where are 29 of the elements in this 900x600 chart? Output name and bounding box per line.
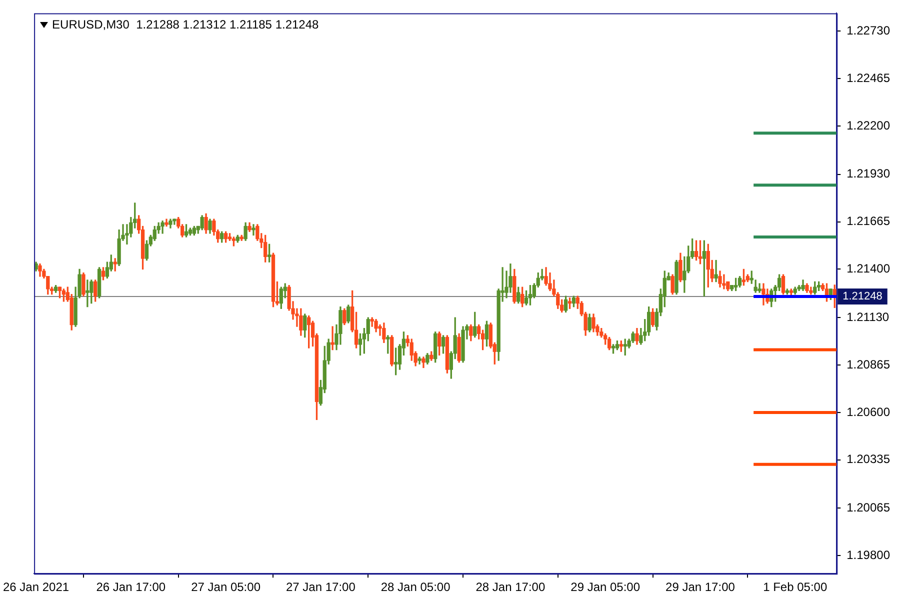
y-tick-label: 1.22200 — [846, 118, 890, 132]
y-tick-label: 1.20065 — [846, 500, 890, 515]
y-tick-label: 1.21930 — [846, 166, 890, 181]
y-tick-label: 1.20865 — [846, 357, 890, 372]
x-tick-label: 28 Jan 05:00 — [380, 580, 451, 594]
candlestick — [758, 283, 762, 293]
x-tick-label: 26 Jan 17:00 — [96, 580, 166, 594]
y-tick-label: 1.21130 — [846, 310, 890, 324]
x-tick-label: 28 Jan 17:00 — [476, 580, 546, 594]
x-tick-label: 29 Jan 05:00 — [570, 580, 640, 594]
x-tick-label: 29 Jan 17:00 — [666, 580, 736, 594]
y-tick-label: 1.20600 — [846, 404, 890, 419]
y-tick-label: 1.22465 — [846, 70, 890, 85]
x-tick-label: 26 Jan 2021 — [3, 580, 70, 594]
y-tick-label: 1.21665 — [846, 214, 890, 228]
candlestick — [330, 326, 334, 350]
candlestick — [252, 224, 256, 236]
candlestick — [714, 260, 718, 282]
y-tick-label: 1.19800 — [846, 548, 890, 562]
y-tick-label: 1.21400 — [846, 262, 890, 276]
ref-line-label: 1.21248 — [842, 290, 882, 302]
x-tick-label: 27 Jan 05:00 — [191, 580, 261, 594]
x-tick-label: 1 Feb 05:00 — [763, 580, 828, 594]
candlestick — [86, 280, 90, 308]
y-tick-label: 1.20335 — [846, 452, 890, 466]
chart-title: EURUSD,M30 1.21288 1.21312 1.21185 1.21248 — [52, 18, 320, 32]
x-tick-label: 27 Jan 17:00 — [286, 580, 356, 594]
y-tick-label: 1.22730 — [846, 23, 890, 38]
candlestick — [722, 274, 726, 290]
